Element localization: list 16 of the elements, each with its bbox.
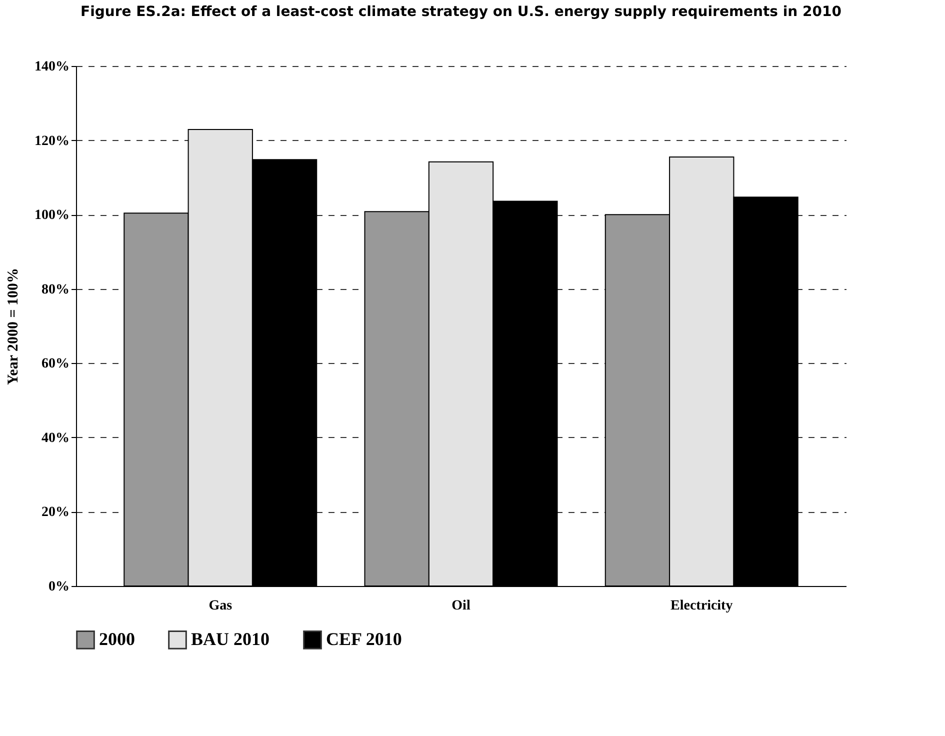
x-tick-label: Oil <box>452 598 470 614</box>
y-tick-label: 100% <box>34 208 70 224</box>
y-axis-title: Year 2000 = 100% <box>6 268 22 386</box>
y-tick-label: 20% <box>42 505 70 520</box>
x-tick-label: Gas <box>208 598 233 614</box>
x-tick-label: Electricity <box>670 598 733 614</box>
y-tick-label: 60% <box>42 356 70 372</box>
legend-label: BAU 2010 <box>191 628 270 649</box>
y-tick-label: 40% <box>42 430 70 446</box>
legend-label: CEF 2010 <box>326 628 402 649</box>
y-tick-label: 140% <box>34 60 70 74</box>
y-tick-label: 0% <box>48 580 70 594</box>
y-tick-label: 120% <box>34 134 70 149</box>
chart-title: Figure ES.2a: Effect of a least-cost climate strategy on U.S. energy supply requirements in 2010 <box>80 4 842 20</box>
y-tick-label: 80% <box>42 282 70 298</box>
legend-label: 2000 <box>99 628 135 649</box>
